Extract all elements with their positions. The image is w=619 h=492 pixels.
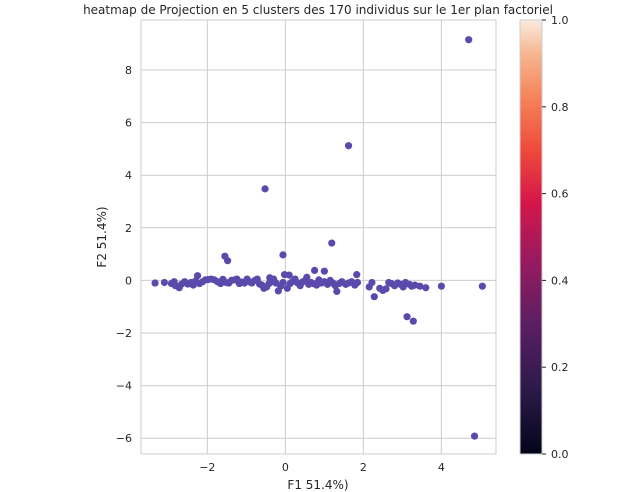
colorbar-tick-label: 0.2 [551,361,569,374]
data-point [437,282,445,290]
data-point [160,278,169,287]
data-point [333,287,341,296]
colorbar [520,20,542,454]
y-tick-labels: −6 −4 −2 0 2 4 6 8 [116,64,132,445]
colorbar-tick-label: 0.0 [551,448,569,461]
x-tick-label: −2 [199,461,215,474]
data-point [478,282,486,290]
data-point [403,313,411,321]
x-tick-label: 4 [438,461,445,474]
x-tick-label: 2 [360,461,367,474]
data-point [261,185,269,193]
y-axis-label: F2 51.4%) [95,206,109,267]
colorbar-tick-label: 1.0 [551,14,569,27]
y-tick-label: 6 [125,117,132,130]
data-point [344,142,353,150]
data-point [279,251,287,259]
data-point [353,278,362,287]
data-point [328,239,336,247]
data-point [470,432,479,440]
data-point [285,271,293,279]
y-tick-label: 4 [125,169,132,182]
data-point [320,267,328,275]
x-tick-label: 0 [282,461,289,474]
data-point [310,266,319,275]
plot-frame [140,19,497,455]
data-point [151,279,159,287]
data-point [382,285,390,293]
colorbar-frame [519,19,543,455]
data-point [465,36,473,44]
data-point [353,271,361,279]
colorbar-tick-label: 0.8 [551,101,569,114]
y-tick-label: −6 [116,432,132,445]
plot-background [141,20,496,454]
data-point [224,257,232,265]
data-point [409,317,417,325]
x-tick-labels: −2 0 2 4 [199,461,445,474]
colorbar-ticks: 0.0 0.2 0.4 0.6 0.8 1.0 [542,14,569,461]
data-point [370,293,378,301]
data-point [416,282,424,290]
data-point [368,278,376,287]
y-tick-label: −4 [116,380,132,393]
y-tick-label: 0 [125,274,132,287]
data-points [151,36,486,440]
data-point [422,284,430,292]
colorbar-tick-label: 0.6 [551,188,569,201]
colorbar-tick-label: 0.4 [551,274,569,287]
grid-lines [141,20,496,454]
y-tick-label: 8 [125,64,132,77]
data-point [279,278,287,287]
x-axis-label: F1 51.4%) [287,478,348,492]
y-tick-label: −2 [116,327,132,340]
y-tick-label: 2 [125,222,132,235]
chart-title: heatmap de Projection en 5 clusters des … [83,3,553,17]
